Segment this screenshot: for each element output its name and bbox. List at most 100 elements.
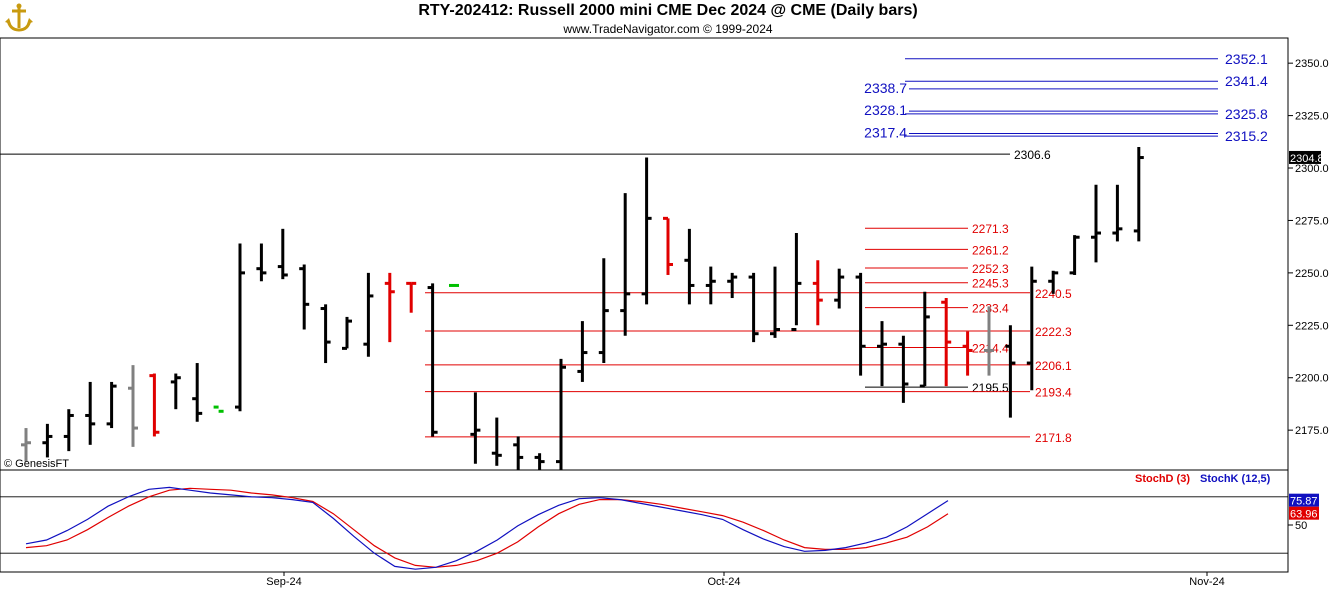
ohlc-bar: [791, 233, 802, 331]
stoch-line: [25, 487, 949, 568]
ohlc-bar: [256, 243, 267, 282]
x-tick-label: Nov-24: [1189, 576, 1224, 588]
y-tick-label: 2200.0: [1295, 373, 1329, 385]
plot-border: [0, 37, 1289, 573]
ohlc-bar: [342, 316, 352, 350]
y-tick-label: 2225.0: [1295, 320, 1329, 332]
ohlc-bar: [277, 228, 288, 280]
ohlc-bar: [877, 321, 887, 387]
ohlc-bar: [727, 272, 738, 299]
y-tick-label: 2325.0: [1295, 111, 1329, 123]
level-label: 2338.7: [864, 80, 907, 96]
y-tick-label: 2250.0: [1295, 268, 1329, 280]
ohlc-bar: [1112, 184, 1123, 242]
ohlc-bar: [834, 268, 845, 309]
ohlc-bar: [128, 365, 138, 447]
ohlc-bar: [63, 409, 74, 452]
ohlc-bar: [1048, 270, 1059, 294]
ohlc-bar: [663, 216, 673, 275]
ohlc-bar: [320, 304, 331, 364]
ohlc-bar: [577, 321, 588, 382]
level-label: 2193.4: [1035, 386, 1072, 400]
ohlc-bar: [299, 264, 310, 330]
level-label: 2171.8: [1035, 431, 1072, 445]
ohlc-bar: [620, 193, 631, 336]
ohlc-bar: [1091, 184, 1101, 263]
level-label: 2206.1: [1035, 359, 1072, 373]
ohlc-bar: [491, 417, 502, 466]
ohlc-bar: [1026, 266, 1037, 391]
level-label: 2317.4: [864, 125, 907, 141]
ohlc-bar: [21, 428, 31, 462]
y-tick-label: 2175.0: [1295, 425, 1329, 437]
ohlc-bar: [684, 228, 695, 305]
level-label: 2325.8: [1225, 106, 1268, 122]
watermark: © GenesisFT: [4, 458, 69, 470]
ohlc-bar: [384, 272, 395, 343]
ohlc-bar: [641, 157, 652, 305]
legend-stochd: StochD (3): [1135, 473, 1190, 485]
ohlc-bar: [812, 260, 823, 326]
ohlc-bar: [513, 436, 524, 470]
ohlc-bar: [170, 373, 181, 410]
level-label: 2252.3: [972, 262, 1009, 276]
price-axis: 2175.0 2200.0 2225.0 2250.0 2275.0 2300.0 2325…: [1288, 58, 1329, 437]
stoch-line: [25, 486, 949, 570]
ohlc-bar: [898, 335, 909, 403]
stoch-y-tick-label: 50: [1295, 520, 1307, 532]
price-levels: 2352.1 2341.4 2338.7 2328.1 2325.8 2317.4 2315…: [0, 51, 1268, 445]
ohlc-bar: [748, 272, 759, 343]
level-label: 2245.3: [972, 277, 1009, 291]
ohlc-bar: [213, 405, 224, 413]
x-tick-label: Sep-24: [266, 576, 301, 588]
ohlc-bar: [85, 381, 96, 445]
level-label: 2261.2: [972, 243, 1009, 257]
ohlc-bar: [1133, 147, 1144, 242]
ohlc-bar: [598, 258, 609, 364]
chart-frame: [0, 37, 1289, 573]
ohlc-bar: [984, 306, 994, 376]
y-tick-label: 2300.0: [1295, 163, 1329, 175]
ohlc-bar: [149, 373, 160, 437]
ohlc-bar: [427, 283, 438, 437]
x-tick-label: Oct-24: [707, 576, 740, 588]
level-label: 2341.4: [1225, 73, 1268, 89]
level-label: 2315.2: [1225, 128, 1268, 144]
ohlc-bar: [919, 291, 930, 388]
last-price-label: 2304.8: [1290, 153, 1324, 165]
ohlc-bar: [406, 281, 417, 313]
ohlc-bar: [42, 423, 53, 458]
ohlc-bar: [106, 381, 117, 429]
ohlc-bar: [962, 331, 973, 376]
y-tick-label: 2350.0: [1295, 58, 1329, 70]
level-label: 2306.6: [1014, 148, 1051, 162]
y-tick-label: 2275.0: [1295, 215, 1329, 227]
ohlc-bar: [1069, 235, 1080, 275]
ohlc-bar: [534, 453, 545, 470]
stochd-value: 63.96: [1290, 509, 1318, 521]
level-label: 2195.5: [972, 381, 1009, 395]
level-label: 2233.4: [972, 302, 1009, 316]
ohlc-bar: [855, 272, 866, 376]
price-bars: [21, 147, 1144, 470]
ohlc-bar: [556, 358, 566, 470]
ohlc-bar: [941, 298, 952, 387]
stochk-value: 75.87: [1290, 496, 1318, 508]
level-label: 2214.4: [972, 342, 1009, 356]
ohlc-bar: [705, 266, 716, 305]
chart-subtitle: www.TradeNavigator.com © 1999-2024: [563, 22, 773, 36]
ohlc-bar: [235, 243, 245, 412]
anchor-logo-icon: [5, 3, 33, 32]
level-label: 2222.3: [1035, 325, 1072, 339]
level-label: 2328.1: [864, 102, 907, 118]
level-label: 2271.3: [972, 222, 1009, 236]
legend-stochk: StochK (12,5): [1200, 473, 1271, 485]
chart-title: RTY-202412: Russell 2000 mini CME Dec 20…: [418, 2, 918, 19]
level-label: 2352.1: [1225, 51, 1268, 67]
ohlc-bar: [470, 392, 481, 464]
ohlc-bar: [192, 363, 203, 422]
ohlc-bar: [770, 266, 780, 338]
stochd-badge: [1289, 506, 1319, 520]
